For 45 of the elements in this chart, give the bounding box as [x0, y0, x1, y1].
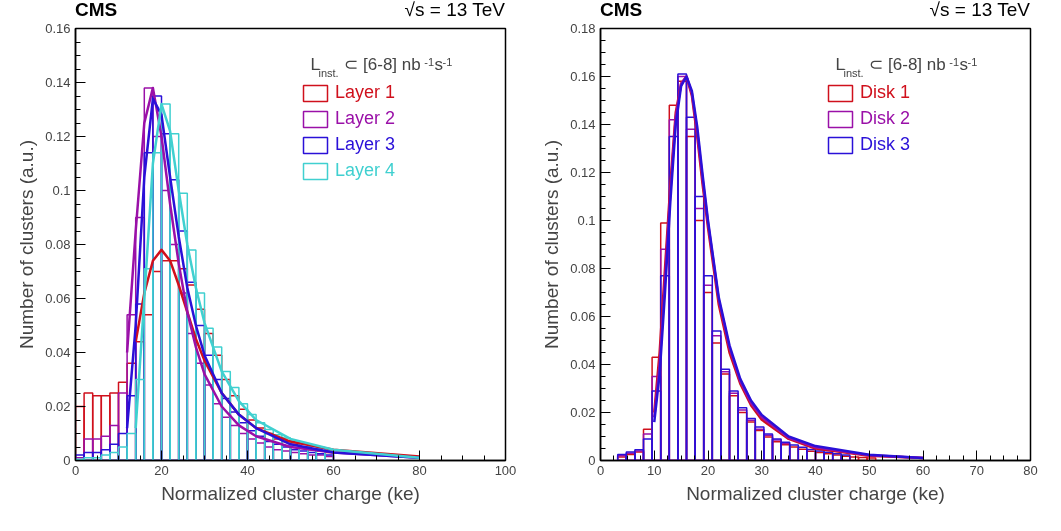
y-tick-label: 0.12: [570, 165, 596, 180]
legend-label: Disk 1: [860, 82, 911, 103]
x-tick-label: 10: [647, 462, 662, 478]
legend-label: Layer 2: [335, 108, 396, 129]
y-tick-label: 0.18: [570, 21, 596, 36]
y-tick-label: 0.04: [45, 345, 71, 360]
y-tick-label: 0.04: [570, 357, 596, 372]
x-tick-label: 70: [969, 462, 984, 478]
x-tick-label: 60: [915, 462, 931, 478]
legend-label: Layer 1: [335, 82, 396, 103]
x-tick-label: 50: [862, 462, 877, 478]
legend-label: Layer 4: [335, 160, 396, 181]
y-tick-label: 0.08: [570, 261, 596, 276]
text: CMS: [75, 0, 118, 20]
x-tick-label: 100: [494, 462, 517, 478]
y-tick-label: 0.06: [570, 309, 596, 324]
y-tick-label: 0.14: [45, 75, 71, 90]
y-axis-title: Number of clusters (a.u.): [541, 139, 563, 350]
x-tick-label: 40: [240, 462, 255, 478]
y-tick-label: 0.14: [570, 117, 596, 132]
y-axis-title: Number of clusters (a.u.): [16, 139, 38, 350]
y-tick-label: 0.16: [45, 21, 71, 36]
x-axis-title: Normalized cluster charge (ke): [686, 482, 945, 504]
y-tick-label: 0.12: [45, 129, 71, 144]
legend-label: Disk 3: [860, 134, 911, 155]
text: √s = 13 TeV: [929, 0, 1030, 20]
legend-label: Layer 3: [335, 134, 396, 155]
y-tick-label: 0.02: [45, 399, 71, 414]
x-tick-label: 80: [412, 462, 427, 478]
x-tick-label: 20: [154, 462, 169, 478]
y-tick-label: 0.06: [45, 291, 71, 306]
legend-label: Disk 2: [860, 108, 911, 129]
x-axis-title: Normalized cluster charge (ke): [161, 482, 420, 504]
x-tick-label: 60: [326, 462, 341, 478]
y-tick-label: 0.08: [45, 237, 71, 252]
x-tick-label: 40: [808, 462, 823, 478]
y-tick-label: 0.02: [570, 405, 596, 420]
y-tick-label: 0.1: [577, 213, 596, 228]
x-tick-label: 30: [754, 462, 769, 478]
x-tick-label: 20: [700, 462, 716, 478]
y-tick-label: 0.16: [570, 69, 596, 84]
y-tick-label: 0.1: [52, 183, 71, 198]
x-tick-label: 80: [1023, 462, 1038, 478]
text: √s = 13 TeV: [404, 0, 505, 20]
text: CMS: [600, 0, 643, 20]
